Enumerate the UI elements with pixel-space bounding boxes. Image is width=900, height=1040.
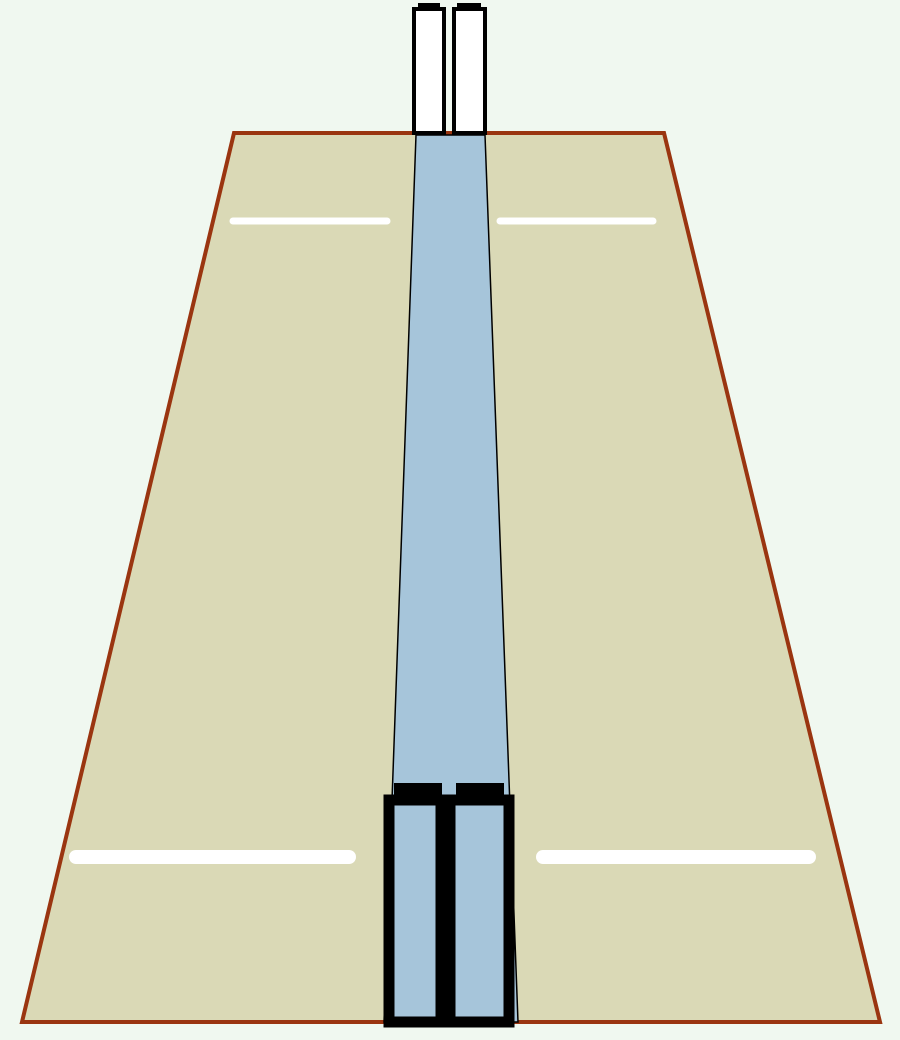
far-wicket-stump-right	[452, 7, 487, 135]
far-wicket-stump-left	[412, 7, 446, 135]
far-wicket-bail-right	[457, 3, 481, 10]
near-wicket-bail-left	[394, 783, 442, 795]
far-wicket-bail-left	[418, 3, 440, 10]
near-wicket-stump-left	[383, 794, 447, 1028]
near-wicket	[383, 783, 515, 1028]
near-wicket-bail-right	[456, 783, 504, 795]
far-wicket	[412, 3, 487, 135]
near-wicket-stump-right	[444, 794, 515, 1028]
